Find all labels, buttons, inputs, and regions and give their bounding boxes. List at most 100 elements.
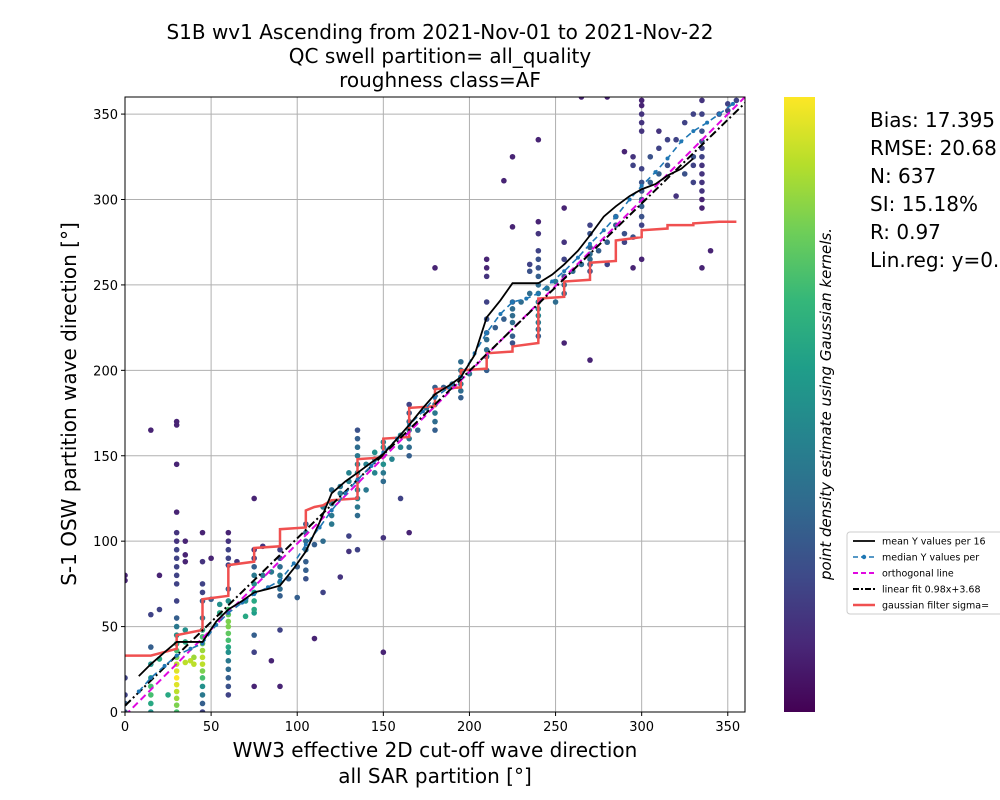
scatter-point: [303, 558, 309, 565]
scatter-point: [182, 558, 189, 565]
median-marker: [343, 491, 348, 496]
median-marker: [730, 101, 735, 106]
scatter-point: [328, 521, 335, 527]
scatter-point: [389, 456, 395, 462]
y-tick-label: 350: [93, 108, 118, 123]
x-tick-label: 100: [285, 720, 310, 735]
scatter-point: [638, 102, 645, 109]
median-marker: [369, 464, 374, 468]
median-marker: [562, 269, 567, 274]
scatter-point: [199, 709, 206, 712]
scatter-point: [173, 695, 180, 702]
scatter-point: [125, 675, 128, 681]
stats-panel: Bias: 17.395 RMSE: 20.68 N: 637 SI: 15.1…: [870, 106, 999, 274]
scatter-point: [707, 247, 714, 254]
x-tick-label: 150: [371, 720, 396, 735]
scatter-point: [173, 422, 180, 428]
scatter-point: [638, 203, 645, 210]
scatter-point: [173, 702, 180, 708]
scatter-point: [406, 452, 412, 459]
scatter-point: [509, 319, 516, 326]
scatter-point: [509, 312, 516, 319]
scatter-point: [354, 452, 361, 459]
scatter-point: [251, 649, 257, 656]
scatter-point: [604, 261, 611, 268]
scatter-point: [182, 538, 189, 544]
scatter-point: [156, 572, 163, 579]
scatter-point: [251, 495, 257, 502]
scatter-point: [148, 709, 154, 712]
scatter-point: [458, 358, 464, 365]
scatter-point: [371, 449, 378, 456]
scatter-point: [380, 534, 387, 541]
scatter-point: [604, 97, 611, 100]
scatter-point: [165, 692, 171, 698]
scatter-point: [277, 593, 283, 599]
x-axis-label-line-2: all SAR partition [°]: [338, 764, 532, 788]
scatter-point: [414, 427, 421, 433]
scatter-point: [173, 598, 180, 604]
scatter-point: [173, 572, 180, 579]
scatter-point: [173, 681, 180, 688]
median-marker: [148, 675, 153, 680]
linear-fit-line: [125, 102, 745, 707]
median-marker: [665, 156, 670, 161]
scatter-point: [673, 193, 679, 199]
scatter-point: [156, 606, 163, 613]
median-marker: [278, 578, 282, 583]
scatter-point: [371, 470, 378, 476]
median-marker: [613, 214, 618, 219]
scatter-point: [380, 649, 387, 656]
y-axis-label: S-1 OSW partition wave direction [°]: [57, 222, 81, 586]
scatter-point: [458, 388, 464, 394]
scatter-point: [225, 618, 232, 625]
median-marker: [226, 610, 231, 615]
y-tick-label: 150: [93, 450, 118, 465]
scatter-point: [483, 273, 490, 280]
y-tick-label: 250: [93, 279, 118, 294]
median-marker: [498, 311, 503, 316]
scatter-point: [191, 661, 197, 667]
scatter-point: [182, 552, 189, 558]
y-tick-label: 0: [110, 706, 118, 721]
median-marker: [174, 653, 179, 658]
x-tick-label: 250: [543, 720, 568, 735]
scatter-point: [337, 574, 344, 580]
scatter-point: [604, 239, 611, 246]
scatter-point: [346, 533, 352, 539]
scatter-point: [509, 306, 516, 312]
scatter-point: [733, 97, 740, 104]
scatter-point: [277, 572, 283, 579]
gaussian-filter-line: [125, 220, 737, 657]
scatter-point: [647, 153, 654, 160]
x-tick-label: 350: [715, 720, 740, 735]
scatter-point: [699, 171, 705, 177]
median-marker: [653, 170, 658, 175]
scatter-point: [337, 490, 344, 497]
scatter-point: [406, 444, 412, 451]
scatter-point: [199, 668, 206, 674]
median-marker: [717, 112, 722, 117]
scatter-point: [535, 265, 542, 271]
scatter-point: [458, 394, 464, 401]
stat-bias: Bias: 17.395: [870, 108, 996, 132]
stat-si: SI: 15.18%: [870, 192, 978, 216]
colorbar-label: point density estimate using Gaussian ke…: [817, 228, 835, 581]
scatter-point: [483, 256, 490, 263]
scatter-point: [354, 427, 361, 433]
scatter-point: [225, 675, 232, 681]
scatter-point: [664, 162, 671, 169]
scatter-point: [535, 218, 542, 225]
scatter-point: [509, 153, 516, 160]
median-marker: [484, 330, 489, 335]
scatter-point: [699, 265, 705, 271]
scatter-point: [699, 153, 705, 160]
scatter-point: [148, 700, 154, 707]
scatter-point: [328, 512, 335, 519]
scatter-point: [173, 688, 180, 695]
legend-orthogonal-label: orthogonal line: [882, 569, 954, 580]
x-tick-label: 300: [629, 720, 654, 735]
scatter-point: [225, 637, 232, 644]
scatter-point: [483, 336, 490, 343]
scatter-point: [501, 177, 507, 184]
